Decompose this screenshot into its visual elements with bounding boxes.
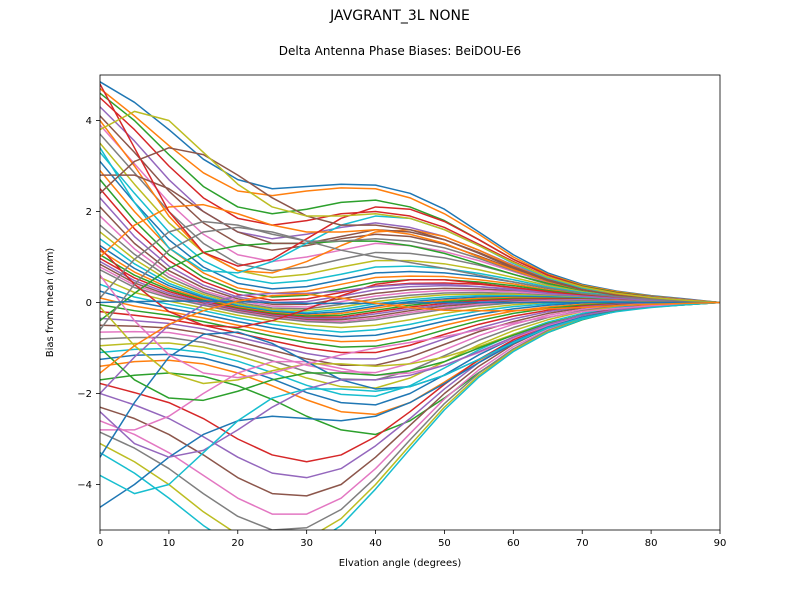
line-chart: 0 10 20 30 40 50 60 70 80 90 −4 −2 0 2 4 <box>0 0 800 600</box>
x-axis-label: Elvation angle (degrees) <box>0 558 800 569</box>
x-tick-label: 80 <box>645 538 658 549</box>
y-axis-label: Bias from mean (mm) <box>45 75 56 530</box>
series-line <box>100 143 720 302</box>
x-tick-label: 20 <box>231 538 244 549</box>
series-group <box>100 82 720 557</box>
x-tick-label: 30 <box>300 538 313 549</box>
series-line <box>100 303 720 405</box>
series-line <box>100 303 720 462</box>
y-tick-label: −4 <box>77 480 92 491</box>
x-tick-label: 70 <box>576 538 589 549</box>
x-tick-label: 10 <box>163 538 176 549</box>
y-tick-label: −2 <box>77 389 92 400</box>
y-tick-label: 4 <box>86 116 92 127</box>
y-tick-label: 0 <box>86 298 92 309</box>
series-line <box>100 303 720 435</box>
x-tick-label: 50 <box>438 538 451 549</box>
series-line <box>100 303 720 546</box>
x-tick-label: 90 <box>714 538 727 549</box>
x-tick-label: 0 <box>97 538 103 549</box>
x-tick-label: 40 <box>369 538 382 549</box>
series-line <box>100 303 720 508</box>
series-line <box>100 82 720 303</box>
y-tick-label: 2 <box>86 207 92 218</box>
x-tick-label: 60 <box>507 538 520 549</box>
